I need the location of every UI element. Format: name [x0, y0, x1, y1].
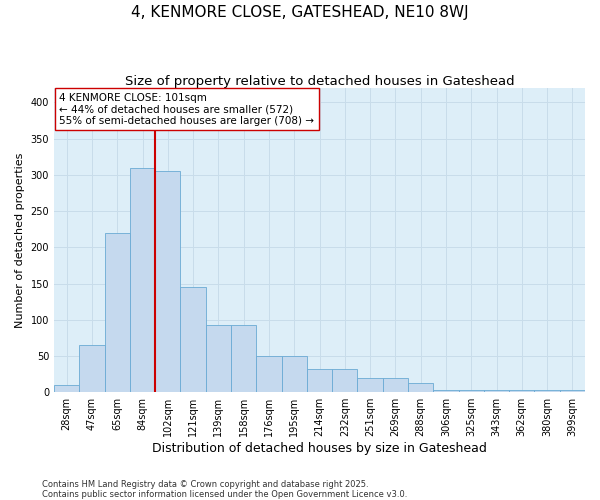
Bar	[155, 172, 181, 392]
Bar	[206, 325, 231, 392]
Bar	[332, 369, 358, 392]
Bar	[256, 356, 281, 392]
Bar	[79, 345, 104, 392]
Bar	[54, 385, 79, 392]
Bar	[484, 390, 509, 392]
Title: Size of property relative to detached houses in Gateshead: Size of property relative to detached ho…	[125, 75, 514, 88]
Text: Contains HM Land Registry data © Crown copyright and database right 2025.
Contai: Contains HM Land Registry data © Crown c…	[42, 480, 407, 499]
Bar	[433, 390, 458, 392]
Bar	[408, 383, 433, 392]
Bar	[307, 369, 332, 392]
Bar	[181, 287, 206, 392]
Bar	[383, 378, 408, 392]
Bar	[535, 390, 560, 392]
Text: 4, KENMORE CLOSE, GATESHEAD, NE10 8WJ: 4, KENMORE CLOSE, GATESHEAD, NE10 8WJ	[131, 5, 469, 20]
Y-axis label: Number of detached properties: Number of detached properties	[15, 152, 25, 328]
Text: 4 KENMORE CLOSE: 101sqm
← 44% of detached houses are smaller (572)
55% of semi-d: 4 KENMORE CLOSE: 101sqm ← 44% of detache…	[59, 92, 314, 126]
Bar	[104, 233, 130, 392]
Bar	[458, 390, 484, 392]
Bar	[358, 378, 383, 392]
Bar	[509, 390, 535, 392]
X-axis label: Distribution of detached houses by size in Gateshead: Distribution of detached houses by size …	[152, 442, 487, 455]
Bar	[560, 390, 585, 392]
Bar	[231, 325, 256, 392]
Bar	[130, 168, 155, 392]
Bar	[281, 356, 307, 392]
